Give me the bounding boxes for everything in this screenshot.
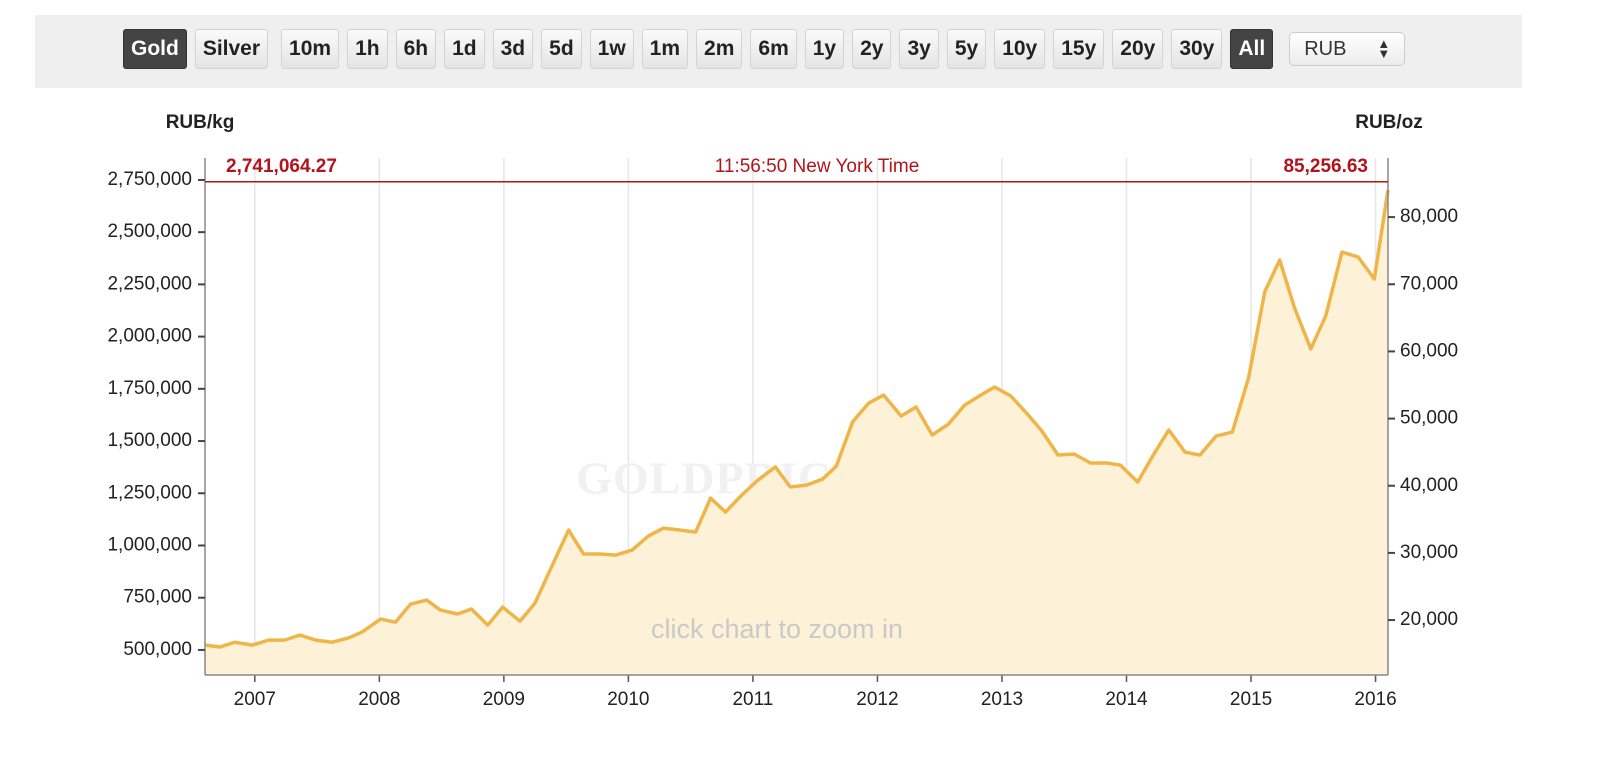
price-time: 11:56:50 New York Time — [715, 156, 920, 177]
select-arrows: ▲ ▼ — [1377, 36, 1391, 61]
range-button[interactable]: 10m — [281, 29, 340, 69]
range-button[interactable]: 1m — [641, 29, 689, 69]
y-tick-label: 2,250,000 — [107, 273, 192, 294]
area — [205, 189, 1388, 675]
x-tick-label: 2012 — [856, 689, 898, 710]
currency-select[interactable]: RUB ▲ ▼ — [1289, 32, 1406, 66]
y-tick-label: 1,250,000 — [107, 482, 192, 503]
price-label-oz: 85,256.63 — [1283, 156, 1368, 177]
y2-tick-label: 50,000 — [1400, 408, 1458, 429]
range-button[interactable]: 3y — [899, 29, 939, 69]
range-button[interactable]: 20y — [1112, 29, 1164, 69]
range-button[interactable]: 5d — [541, 29, 582, 69]
x-tick-label: 2015 — [1230, 689, 1272, 710]
range-button[interactable]: 3d — [492, 29, 534, 69]
range-button[interactable]: 1d — [444, 29, 485, 69]
y2-tick-label: 60,000 — [1400, 340, 1458, 361]
y-tick-label: 2,750,000 — [107, 169, 192, 190]
y-tick-label: 1,000,000 — [107, 535, 192, 556]
range-button[interactable]: 6m — [750, 29, 797, 69]
range-button[interactable]: 1y — [804, 29, 845, 69]
x-tick-label: 2013 — [981, 689, 1023, 710]
y-tick-label: 2,500,000 — [107, 221, 192, 242]
range-button[interactable]: 15y — [1053, 29, 1105, 69]
x-tick-label: 2009 — [483, 689, 525, 710]
metal-button[interactable]: Silver — [194, 29, 269, 69]
y-tick-label: 1,750,000 — [107, 378, 192, 399]
y2-tick-label: 30,000 — [1400, 542, 1458, 563]
range-button[interactable]: 2y — [852, 29, 892, 69]
line — [204, 189, 1390, 649]
y2-tick-label: 40,000 — [1400, 475, 1458, 496]
range-button[interactable]: 30y — [1171, 29, 1223, 69]
y2-tick-label: 80,000 — [1400, 206, 1458, 227]
y2-axis-title: RUB/oz — [1355, 112, 1423, 133]
x-tick-label: 2008 — [358, 689, 400, 710]
range-button[interactable]: 1h — [347, 29, 388, 69]
x-tick-label: 2011 — [732, 689, 773, 710]
range-button[interactable]: All — [1230, 29, 1274, 69]
y2-tick-label: 70,000 — [1400, 273, 1458, 294]
range-button[interactable]: 5y — [946, 29, 987, 69]
x-tick-label: 2007 — [234, 689, 276, 710]
y2-tick-label: 20,000 — [1400, 609, 1458, 630]
range-button[interactable]: 10y — [994, 29, 1046, 69]
x-tick-label: 2016 — [1354, 689, 1396, 710]
y-tick-label: 2,000,000 — [107, 326, 192, 347]
price-label: 2,741,064.27 — [226, 156, 337, 177]
y-tick-label: 1,500,000 — [107, 430, 192, 451]
y-axis-title: RUB/kg — [166, 112, 235, 133]
button-row: Gold Silver 10m 1h 6h 1d 3d 5d 1w 1m 2m 6m 1y 2y 3y 5y 1… — [123, 29, 1406, 69]
metal-button[interactable]: Gold — [123, 29, 187, 69]
range-button[interactable]: 6h — [395, 29, 437, 69]
x-tick-label: 2010 — [607, 689, 649, 710]
zoom-hint: click chart to zoom in — [651, 614, 903, 644]
y-tick-label: 500,000 — [123, 639, 192, 660]
currency-label: RUB — [1304, 37, 1347, 60]
y-tick-label: 750,000 — [123, 587, 192, 608]
range-button[interactable]: 2m — [696, 29, 743, 69]
range-button[interactable]: 1w — [589, 29, 634, 69]
x-tick-label: 2014 — [1105, 689, 1148, 710]
